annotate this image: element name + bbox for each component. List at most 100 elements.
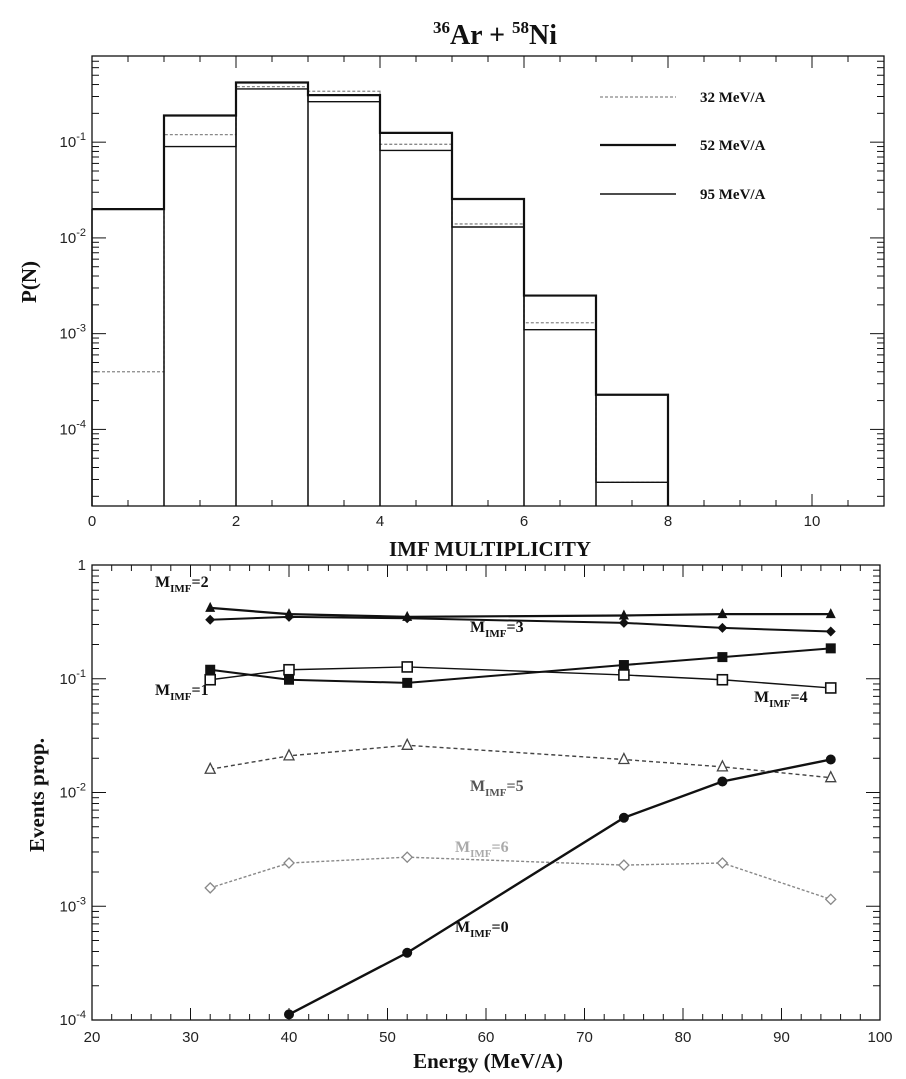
plot-frame-top	[91, 55, 885, 507]
data-point	[824, 893, 837, 906]
series-line	[210, 615, 831, 633]
data-point	[825, 754, 836, 765]
data-point	[717, 608, 728, 619]
y-axis-title-bottom: Events prop.	[25, 738, 49, 852]
series-4	[204, 737, 837, 783]
data-point	[825, 626, 836, 637]
data-point	[205, 601, 216, 612]
series-annotation: MIMF=2	[155, 574, 209, 595]
data-point	[401, 851, 414, 864]
x-tick-label: 60	[478, 1029, 495, 1046]
series-line	[210, 744, 831, 779]
data-point	[824, 682, 837, 694]
data-point	[205, 614, 216, 625]
data-point	[204, 761, 217, 774]
series-3	[204, 661, 837, 694]
x-tick-label: 70	[576, 1029, 593, 1046]
x-tick-label: 0	[88, 513, 96, 530]
data-point	[402, 947, 413, 958]
series-2	[205, 643, 836, 688]
y-axis-title-top: P(N)	[17, 261, 41, 303]
x-tick-label: 8	[664, 513, 672, 530]
legend-label: 32 MeV/A	[700, 90, 766, 106]
x-tick-label: 6	[520, 513, 528, 530]
legend-label: 95 MeV/A	[700, 187, 766, 203]
data-point	[825, 608, 836, 619]
data-point	[205, 664, 216, 675]
data-point	[717, 652, 728, 663]
series-annotation: MIMF=1	[155, 682, 209, 703]
bottom-series-group	[204, 601, 837, 1020]
series-annotation: MIMF=4	[754, 689, 808, 710]
y-tick-label: 10-3	[60, 895, 86, 915]
y-tick-label: 10-2	[60, 782, 86, 802]
data-point	[716, 857, 729, 869]
data-point	[204, 673, 216, 686]
series-annotation: MIMF=3	[470, 619, 524, 640]
series-6	[284, 754, 836, 1020]
y-tick-label: 10-3	[60, 323, 86, 343]
series-annotation: MIMF=5	[470, 778, 524, 799]
x-axis-title-bottom: Energy (MeV/A)	[413, 1049, 563, 1073]
x-tick-label: 2	[232, 513, 240, 530]
series-annotations: MIMF=2 MIMF=3 MIMF=1 MIMF=4 MIMF=5 MIMF=6 MIMF…	[155, 574, 808, 940]
bottom-axis-ticks: 20 30 40 50 60 70 80 90 100 1 10-1 10-2 10-3 10-4	[60, 557, 893, 1046]
x-tick-label: 4	[376, 513, 384, 530]
data-point	[283, 663, 295, 676]
data-point	[284, 611, 294, 622]
x-tick-label: 10	[804, 513, 821, 530]
series-annotation: MIMF=6	[455, 839, 509, 860]
data-point	[402, 613, 413, 624]
data-point	[283, 857, 295, 869]
y-tick-label: 10-1	[60, 131, 86, 151]
series-line	[210, 666, 831, 689]
series-5	[204, 851, 837, 906]
data-point	[284, 1009, 294, 1020]
y-tick-label: 1	[78, 557, 86, 574]
legend: 32 MeV/A 52 MeV/A 95 MeV/A	[600, 90, 766, 203]
data-point	[402, 677, 413, 688]
series-line	[210, 606, 831, 618]
top-series-group	[91, 81, 670, 506]
energy-chart: 20 30 40 50 60 70 80 90 100 1 10-1 10-2 10-3 10-4 MIM…	[25, 557, 893, 1073]
y-tick-label: 10-4	[60, 1009, 86, 1029]
x-tick-label: 100	[867, 1029, 892, 1046]
data-point	[716, 673, 729, 686]
histogram-chart: 36Ar + 58Ni 0 2 4 6 8 10 10-1 10-2 10-3 10-4 32 M…	[17, 18, 885, 561]
y-tick-label: 10-4	[60, 418, 86, 438]
top-axis-ticks: 0 2 4 6 8 10 10-1 10-2 10-3 10-4	[60, 56, 885, 530]
data-point	[717, 622, 728, 633]
data-point	[282, 748, 296, 761]
x-axis-title-top: IMF MULTIPLICITY	[389, 537, 591, 561]
data-point	[618, 669, 630, 681]
data-point	[825, 643, 836, 654]
data-point	[401, 661, 414, 673]
series-1	[205, 611, 836, 637]
series-line	[210, 647, 831, 684]
chart-title: 36Ar + 58Ni	[433, 18, 557, 51]
data-point	[617, 859, 630, 872]
data-point	[617, 752, 630, 765]
x-tick-label: 50	[379, 1029, 396, 1046]
data-point	[618, 609, 629, 620]
data-point	[618, 617, 629, 628]
x-tick-label: 90	[773, 1029, 790, 1046]
legend-label: 52 MeV/A	[700, 138, 766, 154]
data-point	[717, 776, 728, 787]
y-tick-label: 10-2	[60, 227, 86, 247]
data-point	[284, 674, 294, 685]
series-line	[288, 758, 831, 1016]
series-line	[209, 856, 831, 901]
data-point	[618, 812, 629, 823]
x-tick-label: 80	[675, 1029, 692, 1046]
data-point	[824, 770, 837, 783]
data-point	[618, 660, 629, 671]
x-tick-label: 20	[84, 1029, 101, 1046]
data-point	[204, 881, 217, 894]
series-0	[205, 601, 836, 621]
data-point	[401, 737, 414, 750]
x-tick-label: 40	[281, 1029, 298, 1046]
x-tick-label: 30	[182, 1029, 199, 1046]
series-annotation: MIMF=0	[455, 919, 509, 940]
